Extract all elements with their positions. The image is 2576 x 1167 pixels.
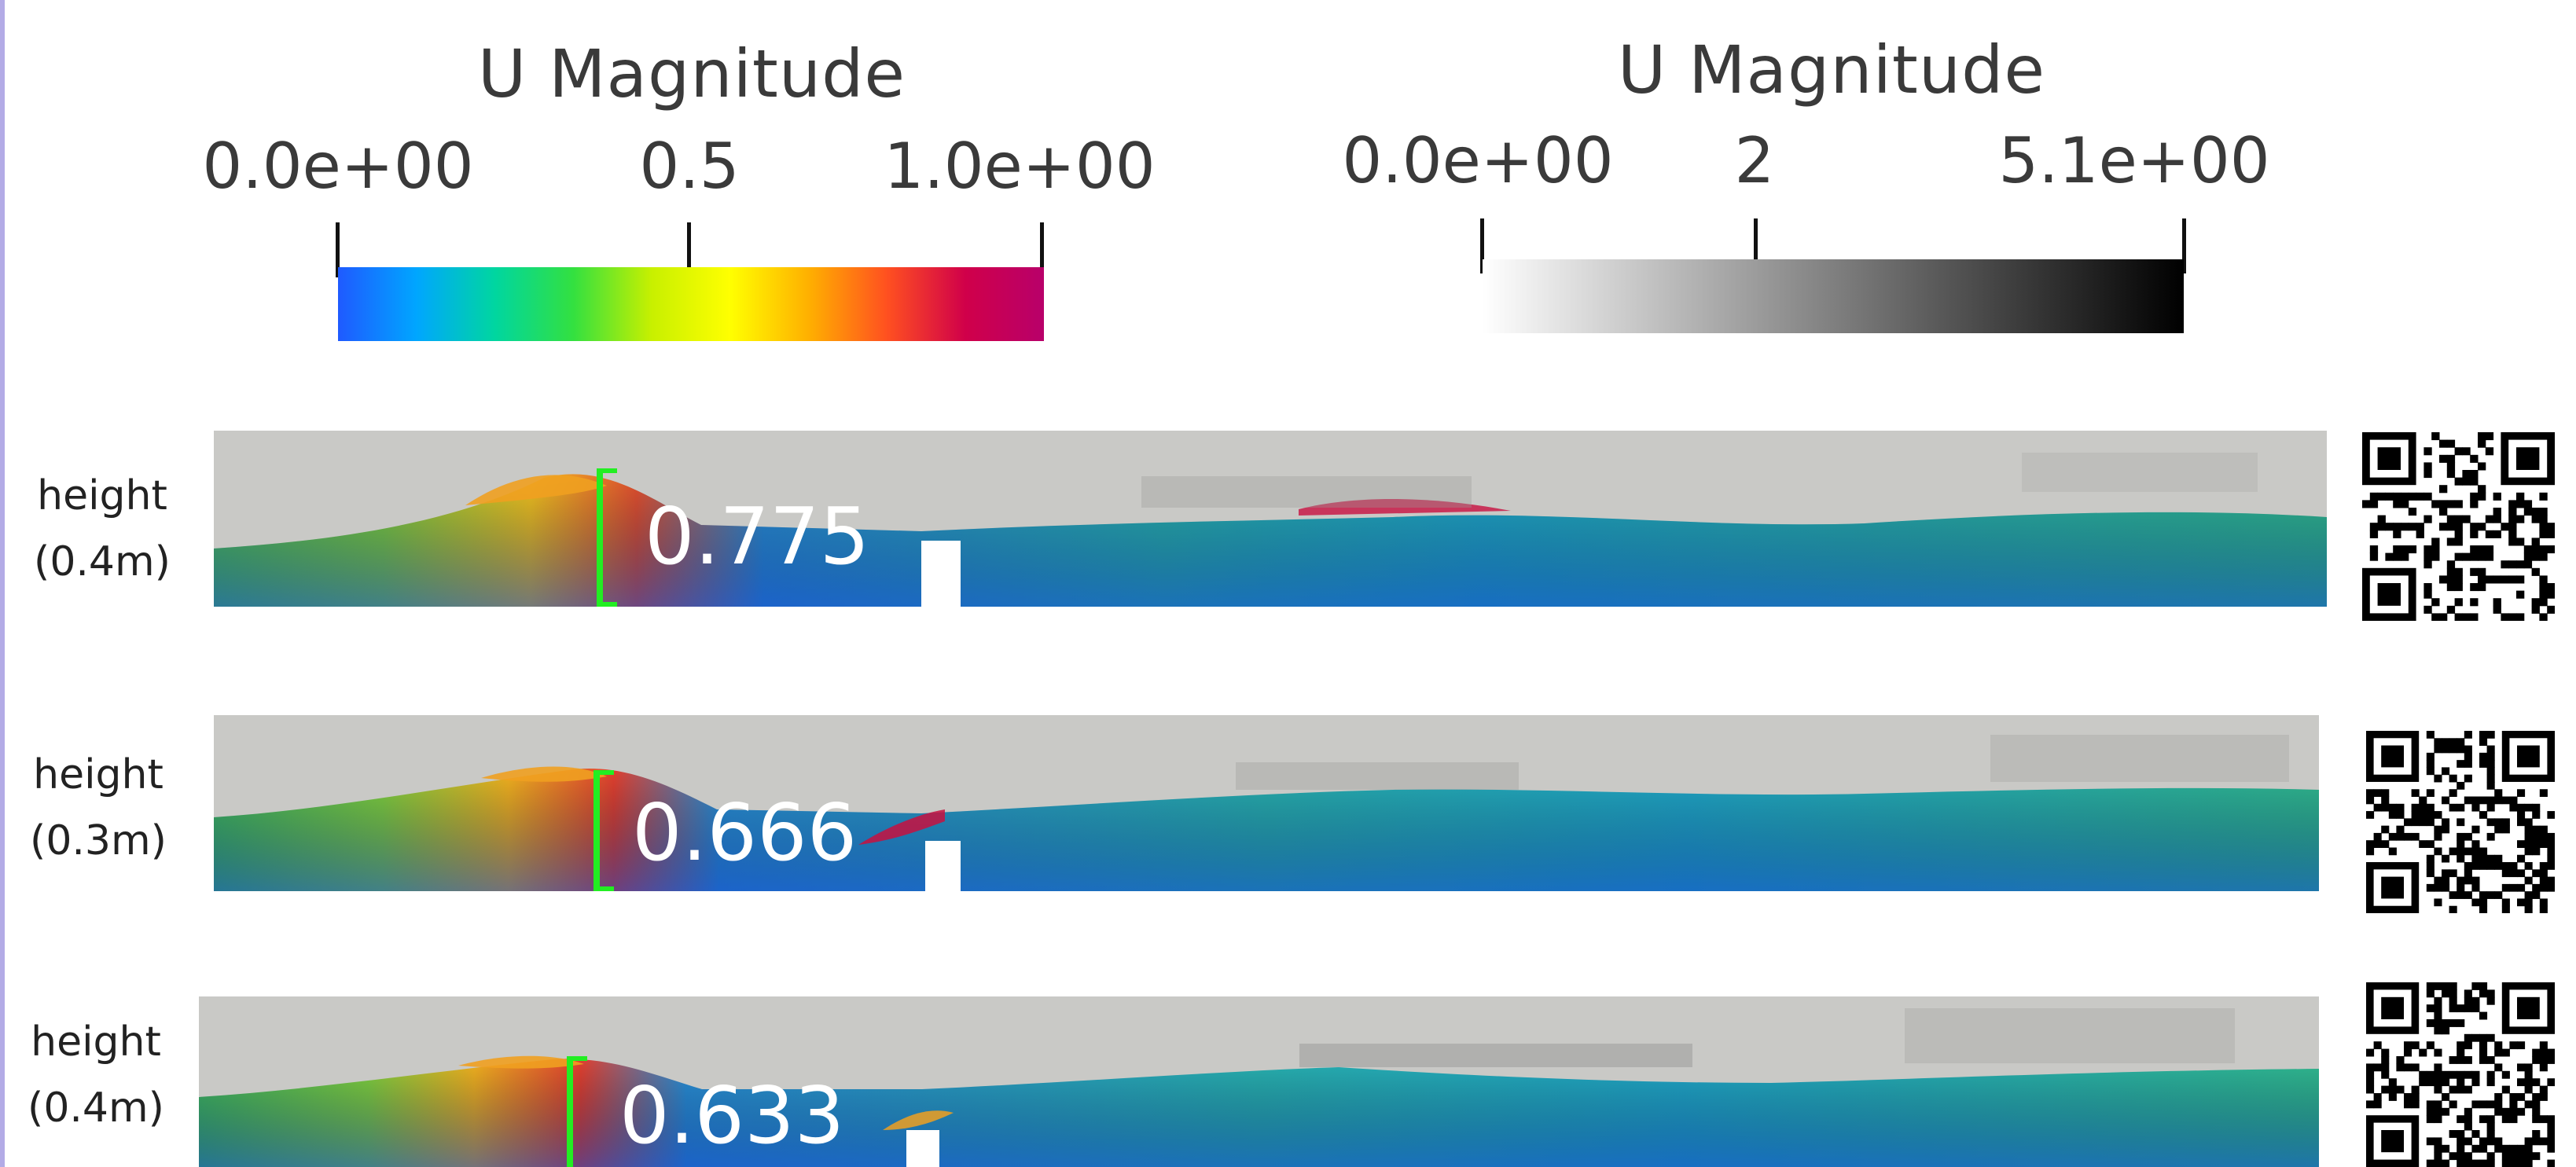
probe-bracket-top	[597, 468, 617, 473]
simulation-panel: 0.666	[214, 715, 2319, 891]
colorbar-tick	[336, 222, 340, 277]
flow-field	[199, 996, 2319, 1167]
simulation-panel: 0.775	[214, 431, 2327, 607]
colorbar-tick-label: 1.0e+00	[884, 130, 1156, 203]
row-label: height (0.4m)	[24, 468, 181, 590]
colorbar-tick	[1480, 218, 1484, 273]
probe-marker	[593, 770, 600, 891]
qr-code	[2362, 432, 2555, 621]
probe-value: 0.775	[645, 490, 870, 582]
row-label-line1: height	[33, 751, 164, 798]
colorbar-gradient	[338, 267, 1044, 341]
colorbar-tick-label: 2	[1734, 124, 1775, 197]
colorbar-tick-label: 0.0e+00	[1342, 124, 1614, 197]
colorbar-tick	[1040, 222, 1044, 277]
flow-field	[214, 715, 2319, 891]
colorbar-tick-label: 0.0e+00	[202, 130, 474, 203]
qr-code	[2366, 982, 2555, 1167]
colorbar-gradient	[1483, 259, 2184, 333]
probe-marker	[567, 1056, 573, 1167]
probe-bracket-bottom	[597, 602, 617, 607]
row-label-line2: (0.4m)	[28, 1084, 164, 1132]
probe-bracket-top	[593, 770, 614, 775]
flow-field	[214, 431, 2327, 607]
colorbar-tick	[2182, 218, 2186, 273]
qr-code	[2366, 731, 2555, 913]
row-label: height (0.4m)	[17, 1014, 175, 1136]
row-label: height (0.3m)	[20, 747, 177, 869]
colorbar-title: U Magnitude	[1617, 31, 2046, 108]
probe-bracket-bottom	[593, 886, 614, 891]
probe-marker	[597, 468, 603, 607]
colorbar-tick-label: 0.5	[639, 130, 740, 203]
colorbar-tick	[1754, 218, 1758, 273]
left-accent-strip	[0, 0, 5, 1167]
probe-bracket-top	[567, 1056, 587, 1061]
row-label-line1: height	[31, 1018, 161, 1066]
row-label-line1: height	[37, 472, 167, 519]
colorbar-title: U Magnitude	[477, 35, 906, 112]
colorbar-tick-label: 5.1e+00	[1998, 124, 2270, 197]
probe-value: 0.666	[632, 787, 858, 879]
row-label-line2: (0.3m)	[30, 817, 167, 864]
colorbar-tick	[687, 222, 691, 277]
row-label-line2: (0.4m)	[34, 538, 171, 585]
probe-value: 0.633	[619, 1070, 845, 1161]
simulation-panel: 0.633	[199, 996, 2319, 1167]
